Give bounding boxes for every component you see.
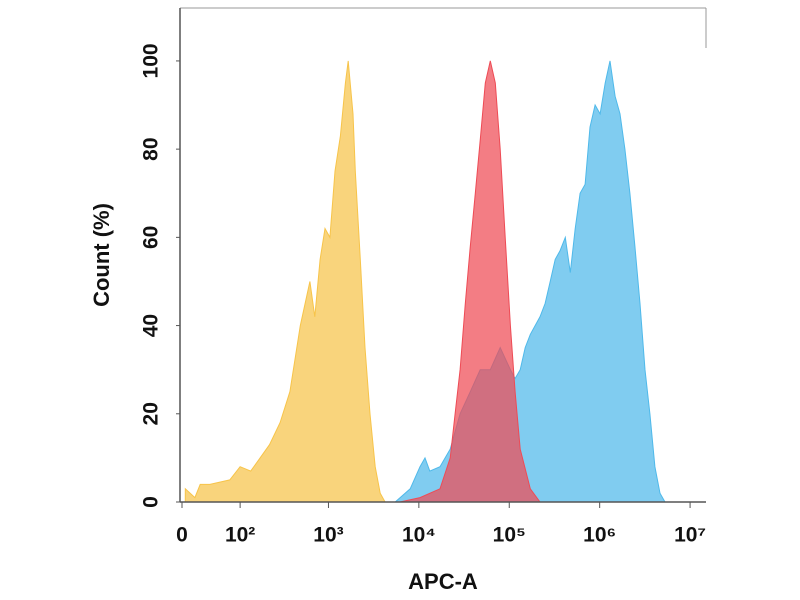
histogram-area	[393, 60, 666, 503]
x-tick-label: 10³	[313, 524, 343, 547]
histogram-area	[399, 60, 541, 503]
y-tick-label: 100	[140, 43, 163, 78]
y-tick-label: 20	[140, 402, 163, 425]
x-tick-label: 10⁵	[493, 524, 526, 547]
y-axis-title: Count (%)	[89, 203, 114, 307]
histogram-area	[184, 60, 386, 503]
x-tick-label: 10²	[225, 524, 255, 547]
y-tick-label: 0	[140, 496, 163, 508]
y-tick-label: 80	[140, 137, 163, 160]
y-tick-label: 60	[140, 226, 163, 249]
x-tick-label: 10⁶	[583, 524, 616, 547]
x-axis-title: APC-A	[408, 569, 478, 594]
x-tick-label: 10⁴	[402, 524, 436, 547]
x-tick-label: 10⁷	[674, 524, 706, 547]
x-tick-label: 0	[176, 524, 188, 547]
y-tick-label: 40	[140, 314, 163, 337]
